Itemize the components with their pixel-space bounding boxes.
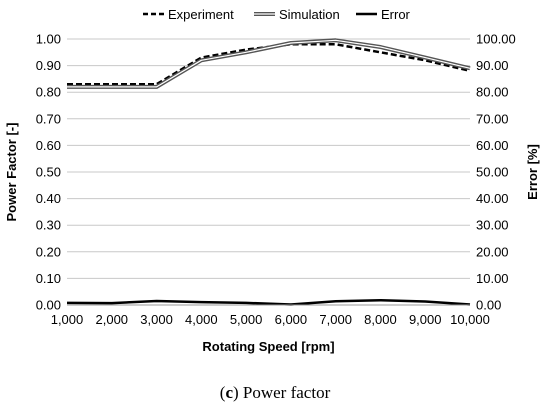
left-tick-label: 0.50	[36, 165, 61, 180]
right-tick-label: 90.00	[476, 58, 509, 73]
gridlines	[67, 38, 470, 279]
x-tick-label: 2,000	[96, 312, 129, 327]
left-tick-label: 0.10	[36, 271, 61, 286]
right-tick-label: 80.00	[476, 85, 509, 100]
legend: Experiment Simulation Error	[143, 7, 411, 22]
right-axis-ticks: 0.00 10.00 20.00 30.00 40.00 50.00 60.00 70.00 8…	[476, 32, 516, 313]
legend-label-simulation: Simulation	[279, 7, 340, 22]
right-axis-title: Error [%]	[525, 144, 540, 200]
right-tick-label: 40.00	[476, 191, 509, 206]
right-tick-label: 70.00	[476, 111, 509, 126]
x-axis-title: Rotating Speed [rpm]	[202, 339, 334, 354]
x-tick-label: 5,000	[230, 312, 263, 327]
right-tick-label: 30.00	[476, 218, 509, 233]
legend-label-experiment: Experiment	[168, 7, 234, 22]
caption-label: c	[225, 383, 233, 402]
right-tick-label: 20.00	[476, 244, 509, 259]
legend-label-error: Error	[381, 7, 411, 22]
left-tick-label: 0.30	[36, 218, 61, 233]
left-tick-label: 0.20	[36, 244, 61, 259]
left-tick-label: 1.00	[36, 32, 61, 47]
x-tick-label: 4,000	[185, 312, 218, 327]
right-tick-label: 10.00	[476, 271, 509, 286]
right-tick-label: 50.00	[476, 165, 509, 180]
series-line-experiment	[67, 43, 471, 86]
x-tick-label: 9,000	[409, 312, 442, 327]
series-line-simulation	[67, 38, 471, 89]
left-tick-label: 0.70	[36, 111, 61, 126]
x-tick-label: 8,000	[364, 312, 397, 327]
left-axis-title: Power Factor [-]	[4, 123, 19, 222]
x-tick-label: 6,000	[275, 312, 308, 327]
series-line-error	[66, 298, 471, 306]
figure-caption: (c) Power factor	[220, 383, 331, 402]
left-tick-label: 0.60	[36, 138, 61, 153]
right-tick-label: 0.00	[476, 298, 501, 313]
x-tick-label: 7,000	[319, 312, 352, 327]
x-tick-label: 3,000	[140, 312, 173, 327]
caption-text: Power factor	[239, 383, 331, 402]
left-tick-label: 0.00	[36, 298, 61, 313]
right-tick-label: 60.00	[476, 138, 509, 153]
x-axis-ticks: 1,000 2,000 3,000 4,000 5,000 6,000 7,000 8,000…	[51, 312, 490, 327]
left-axis-ticks: 0.00 0.10 0.20 0.30 0.40 0.50 0.60 0.70 0.80 0.90…	[36, 32, 61, 313]
left-tick-label: 0.90	[36, 58, 61, 73]
right-tick-label: 100.00	[476, 32, 516, 47]
series-lines	[66, 38, 471, 306]
left-tick-label: 0.80	[36, 85, 61, 100]
x-tick-label: 1,000	[51, 312, 84, 327]
x-tick-label: 10,000	[450, 312, 490, 327]
left-tick-label: 0.40	[36, 191, 61, 206]
